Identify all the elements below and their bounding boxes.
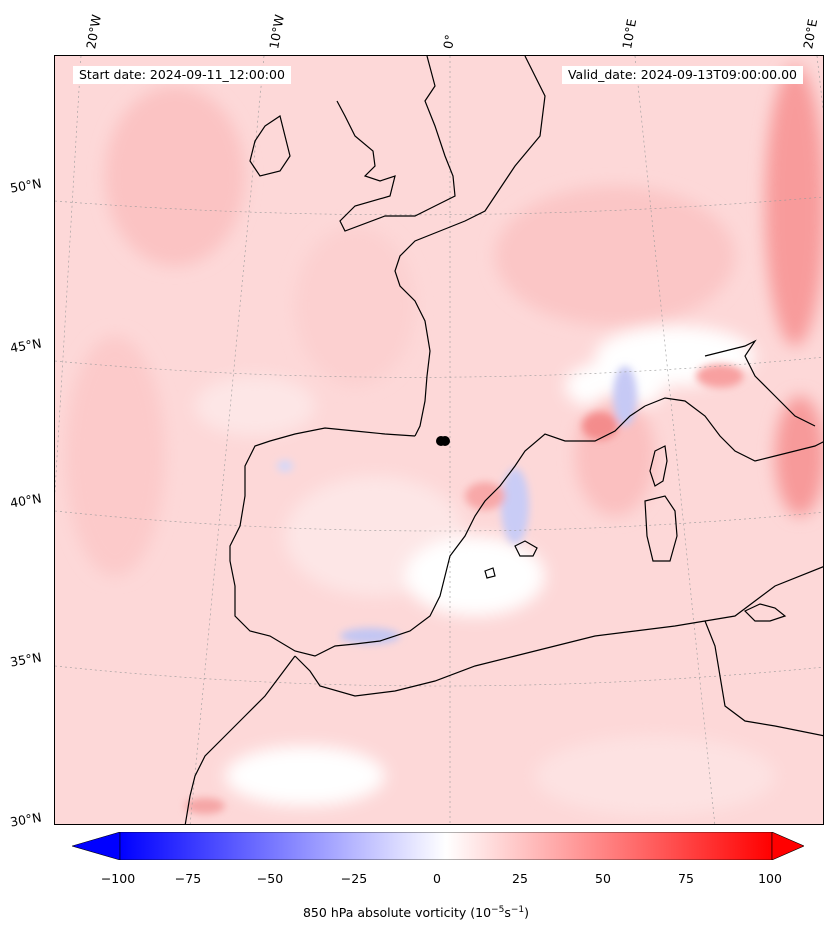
colorbar-label-exp1: −5 [491,905,505,915]
start-date-label: Start date: 2024-09-11_12:00:00 [73,66,291,84]
colorbar-label-end: ) [524,905,529,921]
lon-label-20w: 20°W [83,13,104,50]
coastlines [184,56,823,824]
colorbar-tick: 75 [678,871,694,886]
vorticity-patches [65,66,823,816]
map-panel [54,55,824,825]
lat-label-35n: 35°N [8,649,43,670]
colorbar-label-exp2: −1 [510,905,525,915]
colorbar-max-arrow [771,832,804,860]
colorbar-label-text: 850 hPa absolute vorticity (10 [302,905,492,921]
colorbar-tick: 50 [595,871,611,886]
lon-label-10w: 10°W [266,13,287,50]
colorbar-gradient [119,832,773,860]
vorticity-map [55,56,823,824]
colorbar [72,832,804,860]
colorbar-tick: 0 [433,871,441,886]
colorbar-tick: −25 [340,871,368,886]
colorbar-label: 850 hPa absolute vorticity (10−5s−1) [0,905,832,920]
colorbar-min-arrow [72,832,121,860]
vorticity-features [185,364,744,814]
colorbar-tick: −50 [256,871,284,886]
colorbar-tick: 100 [758,871,782,886]
lat-label-50n: 50°N [8,175,43,196]
colorbar-label-mid: s [504,905,511,921]
lat-label-40n: 40°N [8,490,43,511]
lon-label-20e: 20°E [800,17,821,50]
colorbar-tick: −100 [100,871,136,886]
lon-label-0: 0° [440,33,458,50]
location-marker [436,436,450,446]
valid-date-label: Valid_date: 2024-09-13T09:00:00.00 [561,66,803,84]
lat-label-45n: 45°N [8,335,43,356]
lon-label-10e: 10°E [619,17,640,50]
lat-label-30n: 30°N [8,809,43,830]
colorbar-tick: 25 [512,871,528,886]
colorbar-tick: −75 [174,871,202,886]
